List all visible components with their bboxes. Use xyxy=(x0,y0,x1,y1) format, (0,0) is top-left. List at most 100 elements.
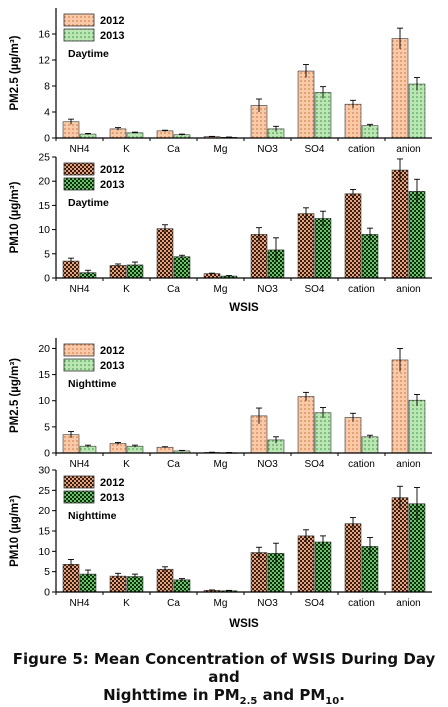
bar xyxy=(173,579,191,593)
bar xyxy=(314,412,332,454)
x-tick-label: K xyxy=(123,284,130,295)
x-tick-label: NH4 xyxy=(69,144,89,155)
bar xyxy=(391,38,409,139)
bar xyxy=(297,213,315,279)
y-tick-label: 30 xyxy=(38,465,50,477)
bar xyxy=(361,125,379,139)
bar xyxy=(361,436,379,454)
x-tick-label: cation xyxy=(348,459,375,470)
x-tick-label: SO4 xyxy=(304,284,324,295)
y-tick-label: 5 xyxy=(44,566,50,578)
x-tick-label: anion xyxy=(396,598,420,609)
legend-label: 2013 xyxy=(100,30,124,42)
y-tick-label: 20 xyxy=(38,505,50,517)
caption-text: Nighttime in PM xyxy=(103,686,240,704)
bar xyxy=(344,417,362,454)
legend-label: 2013 xyxy=(100,360,124,372)
legend-swatch xyxy=(63,490,95,504)
y-tick-label: 12 xyxy=(38,55,50,67)
bar xyxy=(156,228,174,279)
bar xyxy=(126,132,144,139)
x-tick-label: NO3 xyxy=(257,598,278,609)
x-tick-label: NH4 xyxy=(69,459,89,470)
x-tick-label: cation xyxy=(348,598,375,609)
caption-text: . xyxy=(339,686,345,704)
bar xyxy=(391,359,409,454)
bar xyxy=(314,218,332,279)
y-tick-label: 15 xyxy=(38,526,50,538)
x-tick-label: SO4 xyxy=(304,598,324,609)
x-tick-label: cation xyxy=(348,284,375,295)
panel-label: Daytime xyxy=(68,197,109,209)
y-tick-label: 5 xyxy=(44,248,50,260)
legend-swatch xyxy=(63,13,95,27)
y-tick-label: 25 xyxy=(38,485,50,497)
legend-swatch xyxy=(63,358,95,372)
bar xyxy=(361,234,379,279)
bar xyxy=(314,541,332,593)
panel-label: Nighttime xyxy=(68,510,117,522)
chart-panel: 0 5 10 15 20 NH4 K Ca Mg NO3 SO4 cation anion PM2.5 (… xyxy=(9,338,432,470)
legend-swatch xyxy=(63,177,95,191)
x-tick-label: NH4 xyxy=(69,284,89,295)
bar xyxy=(344,193,362,279)
bar xyxy=(408,191,426,279)
legend-swatch xyxy=(63,28,95,42)
bar xyxy=(203,273,221,279)
x-tick-label: NO3 xyxy=(257,284,278,295)
x-tick-label: Mg xyxy=(214,284,228,295)
bar xyxy=(314,92,332,139)
y-tick-label: 4 xyxy=(44,107,50,119)
bar xyxy=(156,446,174,454)
x-tick-label: cation xyxy=(348,144,375,155)
bar xyxy=(391,169,409,279)
caption-subscript: 10 xyxy=(325,696,340,707)
caption-subscript: 2.5 xyxy=(239,696,258,707)
legend-label: 2012 xyxy=(100,15,124,27)
legend-swatch xyxy=(63,475,95,489)
x-tick-label: Ca xyxy=(167,144,180,155)
chart-panel: 0 5 10 15 20 25 30 NH4 K Ca Mg NO3 SO4 cation anion PM1… xyxy=(9,465,432,630)
legend-label: 2012 xyxy=(100,477,124,489)
x-tick-label: SO4 xyxy=(304,459,324,470)
legend-label: 2013 xyxy=(100,179,124,191)
y-tick-label: 10 xyxy=(38,224,50,236)
bar xyxy=(297,396,315,454)
y-tick-label: 15 xyxy=(38,200,50,212)
caption-line-2: Nighttime in PM2.5 and PM10. xyxy=(0,686,448,707)
legend-swatch xyxy=(63,343,95,357)
bar xyxy=(156,130,174,139)
bar xyxy=(344,523,362,593)
x-tick-label: Mg xyxy=(214,459,228,470)
y-tick-label: 5 xyxy=(44,421,50,433)
bar xyxy=(250,552,268,593)
x-axis-label: WSIS xyxy=(229,618,259,630)
y-tick-label: 16 xyxy=(38,29,50,41)
y-axis-label: PM2.5 (µg/m³) xyxy=(9,358,21,433)
bar xyxy=(344,103,362,139)
bar xyxy=(297,535,315,593)
x-tick-label: NO3 xyxy=(257,144,278,155)
x-tick-label: Ca xyxy=(167,598,180,609)
y-tick-label: 20 xyxy=(38,343,50,355)
panel-label: Nighttime xyxy=(68,378,117,390)
x-tick-label: NO3 xyxy=(257,459,278,470)
y-tick-label: 25 xyxy=(38,152,50,164)
caption-line-1: Figure 5: Mean Concentration of WSIS Dur… xyxy=(12,650,436,686)
x-tick-label: SO4 xyxy=(304,144,324,155)
x-tick-label: K xyxy=(123,459,130,470)
legend-label: 2012 xyxy=(100,345,124,357)
bar xyxy=(156,568,174,593)
y-tick-label: 8 xyxy=(44,81,50,93)
x-axis-label: WSIS xyxy=(229,302,259,314)
bar xyxy=(173,256,191,279)
bar xyxy=(408,83,426,139)
y-tick-label: 15 xyxy=(38,369,50,381)
y-tick-label: 0 xyxy=(44,273,50,285)
bar xyxy=(109,265,127,279)
legend-label: 2012 xyxy=(100,164,124,176)
x-tick-label: anion xyxy=(396,284,420,295)
x-tick-label: Mg xyxy=(214,598,228,609)
bar xyxy=(297,70,315,139)
